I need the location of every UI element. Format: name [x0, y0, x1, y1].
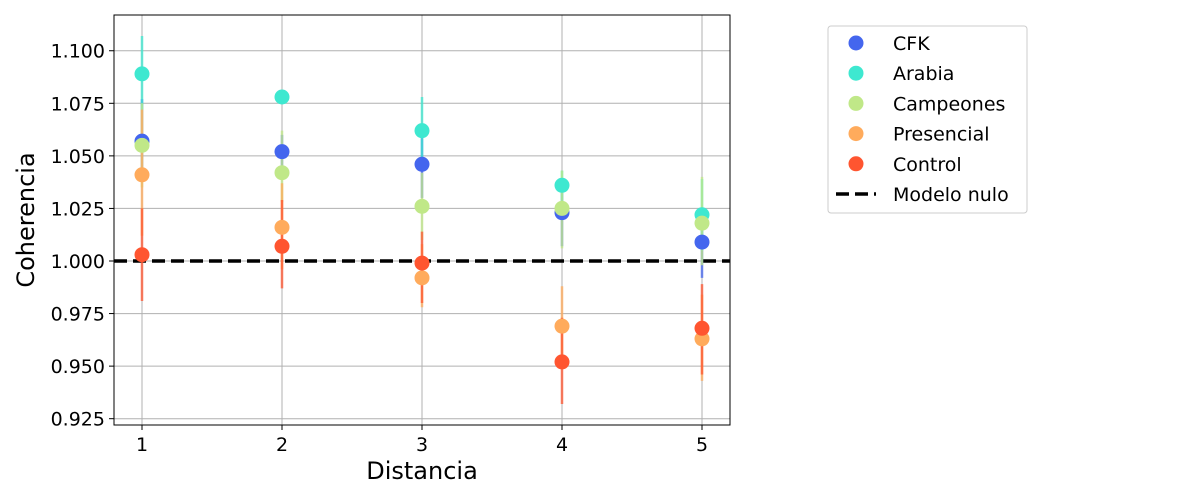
- legend-marker-cfk: [848, 35, 864, 51]
- y-axis-label: Coherencia: [12, 152, 40, 287]
- point-control: [414, 255, 430, 271]
- x-tick-label: 3: [416, 434, 428, 456]
- x-axis-ticks: 1 2 3 4 5: [136, 425, 708, 456]
- point-arabia: [134, 66, 150, 82]
- x-tick-label: 5: [696, 434, 708, 456]
- point-campeones: [554, 200, 570, 216]
- plot-frame: [113, 14, 731, 426]
- point-presencial: [554, 318, 570, 334]
- point-arabia: [274, 89, 290, 105]
- point-campeones: [134, 137, 150, 153]
- y-tick-label: 0.925: [51, 409, 105, 431]
- y-tick-label: 1.075: [51, 93, 105, 115]
- x-tick-label: 2: [276, 434, 288, 456]
- point-control: [694, 320, 710, 336]
- point-cfk: [274, 144, 290, 160]
- y-tick-label: 1.100: [51, 41, 105, 63]
- point-arabia: [414, 123, 430, 139]
- legend: CFK Arabia Campeones Presencial Control Model…: [827, 25, 1028, 214]
- legend-marker-presencial: [848, 126, 864, 142]
- y-tick-label: 0.950: [51, 356, 105, 378]
- point-control: [134, 247, 150, 263]
- legend-marker-campeones: [848, 95, 864, 111]
- y-tick-label: 1.025: [51, 198, 105, 220]
- data-points: [134, 66, 710, 370]
- legend-label-arabia: Arabia: [893, 63, 954, 85]
- point-presencial: [414, 270, 430, 286]
- point-control: [554, 354, 570, 370]
- point-control: [274, 238, 290, 254]
- legend-label-control: Control: [893, 154, 962, 176]
- legend-label-presencial: Presencial: [893, 124, 989, 146]
- y-tick-label: 0.975: [51, 304, 105, 326]
- point-presencial: [274, 219, 290, 235]
- point-campeones: [694, 215, 710, 231]
- x-tick-label: 4: [556, 434, 568, 456]
- y-tick-label: 1.050: [51, 146, 105, 168]
- x-tick-label: 1: [136, 434, 148, 456]
- legend-box: [827, 25, 1028, 214]
- legend-marker-arabia: [848, 65, 864, 81]
- point-presencial: [694, 331, 710, 347]
- point-arabia: [554, 177, 570, 193]
- legend-marker-control: [848, 156, 864, 172]
- point-campeones: [414, 198, 430, 214]
- point-cfk: [694, 234, 710, 250]
- legend-label-null-model: Modelo nulo: [893, 184, 1009, 206]
- legend-label-campeones: Campeones: [893, 93, 1005, 115]
- point-presencial: [134, 167, 150, 183]
- legend-label-cfk: CFK: [893, 33, 930, 55]
- y-axis-ticks: 0.925 0.950 0.975 1.000 1.025 1.050 1.075 1.100: [51, 41, 114, 431]
- x-axis-label: Distancia: [366, 457, 478, 485]
- y-tick-label: 1.000: [51, 251, 105, 273]
- point-cfk: [414, 156, 430, 172]
- point-campeones: [274, 165, 290, 181]
